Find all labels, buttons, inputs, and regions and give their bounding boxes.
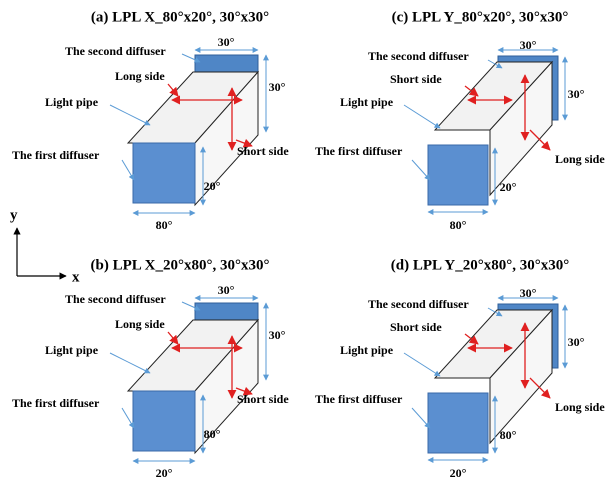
dimension-label: 20° <box>204 179 221 193</box>
callout <box>412 408 430 428</box>
first-diffuser-label: The first diffuser <box>12 148 100 162</box>
second-diffuser-label: The second diffuser <box>368 297 469 311</box>
long-side-label: Long side <box>115 317 165 331</box>
dimension-label: 30° <box>269 80 286 94</box>
panel: (d) LPL Y_20°x80°, 30°x30° 30° 30° 20° 80° Th… <box>315 257 605 479</box>
long-side-label: Long side <box>555 152 605 166</box>
dimension-label: 80° <box>450 218 467 232</box>
dimension-label: 80° <box>204 427 221 441</box>
first-diffuser <box>428 145 488 205</box>
long-side-label: Long side <box>115 69 165 83</box>
long-side-label: Long side <box>555 400 605 414</box>
figure: y x (a) LPL X_80°x20°, 30°x30° 30° 30° 80° 2… <box>0 0 613 483</box>
short-side-label: Short side <box>390 320 442 334</box>
dimension-label: 80° <box>500 428 517 442</box>
panel-title: (c) LPL Y_80°x20°, 30°x30° <box>392 9 569 25</box>
short-side-label: Short side <box>237 144 289 158</box>
short-side-label: Short side <box>390 72 442 86</box>
callout <box>404 105 440 128</box>
dimension-label: 30° <box>269 328 286 342</box>
first-diffuser <box>428 393 488 453</box>
panel: (a) LPL X_80°x20°, 30°x30° 30° 30° 80° 20° Th… <box>12 9 289 231</box>
panel-title: (d) LPL Y_20°x80°, 30°x30° <box>391 257 569 273</box>
dimension-label: 30° <box>520 38 537 52</box>
axes-indicator: y x <box>10 207 80 285</box>
callout <box>110 353 150 373</box>
light-pipe-label: Light pipe <box>340 95 394 109</box>
second-diffuser-label: The second diffuser <box>368 49 469 63</box>
callout <box>122 160 134 180</box>
callout <box>412 160 430 180</box>
dimension-label: 30° <box>568 335 585 349</box>
dimension-label: 30° <box>218 283 235 297</box>
light-pipe-label: Light pipe <box>340 343 394 357</box>
second-diffuser-label: The second diffuser <box>65 292 166 306</box>
panel-title: (a) LPL X_80°x20°, 30°x30° <box>91 9 269 25</box>
second-diffuser <box>195 303 258 321</box>
dimension-label: 20° <box>450 466 467 480</box>
dimension-label: 30° <box>218 35 235 49</box>
dimension-label: 30° <box>520 286 537 300</box>
dimension-label: 30° <box>568 87 585 101</box>
callout <box>404 353 440 376</box>
dimension-label: 80° <box>156 218 173 232</box>
second-diffuser <box>195 55 258 73</box>
x-axis-label: x <box>72 269 80 285</box>
dimension-label: 20° <box>500 180 517 194</box>
first-diffuser <box>133 143 195 203</box>
callout <box>122 408 134 428</box>
light-pipe-label: Light pipe <box>45 343 99 357</box>
first-diffuser-label: The first diffuser <box>12 396 100 410</box>
first-diffuser <box>133 391 195 451</box>
y-axis-label: y <box>10 207 18 223</box>
light-pipe-label: Light pipe <box>45 95 99 109</box>
second-diffuser-label: The second diffuser <box>65 44 166 58</box>
short-side-label: Short side <box>237 392 289 406</box>
callout <box>110 105 150 125</box>
panel: (b) LPL X_20°x80°, 30°x30° 30° 30° 20° 80° Th… <box>12 257 289 479</box>
panel: (c) LPL Y_80°x20°, 30°x30° 30° 30° 80° 20° Th… <box>315 9 605 231</box>
first-diffuser-label: The first diffuser <box>315 392 403 406</box>
dimension-label: 20° <box>156 466 173 480</box>
first-diffuser-label: The first diffuser <box>315 144 403 158</box>
panel-title: (b) LPL X_20°x80°, 30°x30° <box>90 257 269 273</box>
